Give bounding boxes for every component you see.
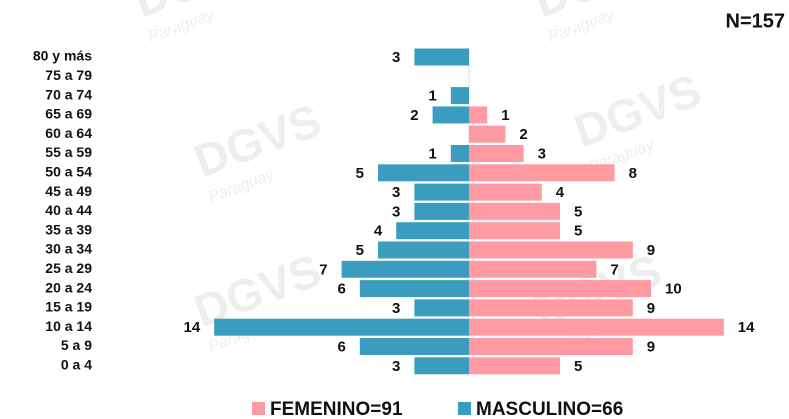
- value-label: 3: [392, 49, 400, 66]
- category-label: 25 a 29: [45, 260, 92, 276]
- category-label: 75 a 79: [45, 67, 92, 83]
- bar: [214, 318, 469, 336]
- bar: [469, 202, 560, 220]
- category-label: 40 a 44: [45, 202, 92, 218]
- category-label: 50 a 54: [45, 164, 92, 180]
- value-label: 3: [538, 145, 546, 162]
- value-label: 5: [574, 203, 582, 220]
- legend-label: FEMENINO=91: [270, 399, 403, 419]
- bar: [432, 106, 469, 124]
- bar: [469, 145, 524, 162]
- bar: [469, 164, 615, 182]
- bar: [414, 299, 469, 317]
- bar: [341, 260, 469, 278]
- value-label: 9: [647, 338, 655, 355]
- value-label: 9: [647, 242, 655, 259]
- value-label: 3: [392, 184, 400, 201]
- bar: [414, 48, 469, 66]
- bar: [359, 338, 469, 355]
- value-label: 5: [574, 223, 582, 240]
- value-label: 1: [428, 88, 436, 105]
- bar: [469, 183, 542, 201]
- value-label: 1: [428, 145, 436, 162]
- legend-swatch: [252, 402, 265, 415]
- bar: [469, 222, 560, 240]
- value-label: 3: [392, 203, 400, 220]
- value-label: 8: [629, 165, 637, 182]
- value-label: 5: [574, 358, 582, 375]
- category-label: 70 a 74: [45, 86, 92, 102]
- category-label: 45 a 49: [45, 183, 92, 199]
- value-label: 3: [392, 358, 400, 375]
- n-label: N=157: [726, 10, 786, 32]
- bar: [469, 357, 560, 375]
- bar: [359, 280, 469, 298]
- bar: [450, 87, 469, 105]
- value-label: 6: [337, 281, 345, 298]
- bar: [469, 338, 633, 355]
- bar: [469, 106, 488, 124]
- category-label: 60 a 64: [45, 125, 92, 141]
- value-label: 5: [356, 165, 364, 182]
- value-label: 3: [392, 300, 400, 317]
- category-label: 80 y más: [33, 48, 92, 64]
- value-label: 9: [647, 300, 655, 317]
- bar: [414, 202, 469, 220]
- category-label: 20 a 24: [45, 279, 92, 295]
- value-label: 2: [519, 126, 527, 143]
- legend-swatch: [458, 402, 471, 415]
- bar: [414, 357, 469, 375]
- bar: [396, 222, 469, 240]
- value-label: 10: [665, 281, 682, 298]
- value-label: 7: [610, 261, 618, 278]
- value-label: 7: [319, 261, 327, 278]
- legend-label: MASCULINO=66: [476, 399, 623, 419]
- bar: [450, 145, 469, 162]
- bar: [378, 164, 469, 182]
- value-label: 1: [501, 107, 509, 124]
- bar: [469, 299, 633, 317]
- category-label: 55 a 59: [45, 144, 92, 160]
- category-label: 15 a 19: [45, 299, 92, 315]
- value-label: 6: [337, 338, 345, 355]
- bar: [469, 260, 597, 278]
- bar: [469, 125, 506, 143]
- value-label: 5: [356, 242, 364, 259]
- category-label: 30 a 34: [45, 241, 92, 257]
- category-label: 35 a 39: [45, 221, 92, 237]
- value-label: 14: [738, 319, 755, 336]
- bar: [469, 318, 724, 336]
- category-label: 10 a 14: [45, 318, 92, 334]
- value-label: 2: [410, 107, 418, 124]
- bar: [378, 241, 469, 259]
- bar: [469, 241, 633, 259]
- bar: [469, 280, 651, 298]
- value-label: 14: [184, 319, 201, 336]
- category-label: 5 a 9: [61, 337, 92, 353]
- value-label: 4: [556, 184, 565, 201]
- bar: [414, 183, 469, 201]
- value-label: 4: [374, 223, 383, 240]
- category-label: 0 a 4: [61, 357, 92, 373]
- category-label: 65 a 69: [45, 106, 92, 122]
